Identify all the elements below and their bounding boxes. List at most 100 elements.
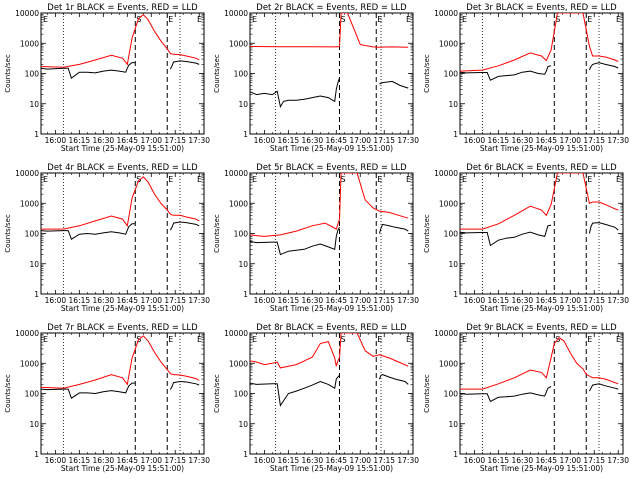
events-series-line xyxy=(250,78,340,109)
plot-frame xyxy=(249,12,414,135)
event-marker-label-s: S xyxy=(340,175,345,184)
panel-title: Det 6r BLACK = Events, RED = LLD xyxy=(466,163,617,173)
x-tick-label: 16:00 xyxy=(464,456,486,465)
detector-panel-6: Det 6r BLACK = Events, RED = LLD 1 10 100 10… xyxy=(423,163,629,313)
edge-marker-left: E xyxy=(252,175,257,184)
x-tick-label: 16:15 xyxy=(488,136,510,145)
edge-marker-right: E xyxy=(406,335,411,344)
series-group xyxy=(460,337,619,403)
y-axis-label: Counts/sec xyxy=(423,374,431,413)
event-marker-label-s: S xyxy=(136,15,141,24)
edge-marker-right: E xyxy=(197,335,202,344)
edge-marker-left: E xyxy=(43,15,48,24)
y-tick-label: 1000 xyxy=(229,39,248,48)
plot-frame xyxy=(249,332,414,455)
y-axis-label: Counts/sec xyxy=(213,214,221,253)
series-group xyxy=(460,173,619,247)
y-tick-label: 1 xyxy=(243,130,248,139)
y-tick-label: 100 xyxy=(444,70,459,79)
lld-series-line xyxy=(250,13,409,48)
x-tick-label: 17:15 xyxy=(164,296,186,305)
event-marker-label-s: S xyxy=(555,15,560,24)
x-tick-label: 16:00 xyxy=(254,456,276,465)
x-tick-label: 16:15 xyxy=(69,456,91,465)
x-axis-label: Start Time (25-May-09 15:51:00) xyxy=(480,144,603,153)
x-axis-label: Start Time (25-May-09 15:51:00) xyxy=(270,144,393,153)
edge-marker-left: E xyxy=(462,335,467,344)
lld-series-line xyxy=(460,337,619,390)
events-series-line xyxy=(378,223,409,234)
events-series-line xyxy=(250,227,340,256)
x-tick-label: 17:15 xyxy=(373,456,395,465)
series-group xyxy=(41,14,200,80)
series-group xyxy=(250,333,409,407)
x-tick-label: 16:00 xyxy=(464,136,486,145)
x-tick-label: 17:30 xyxy=(607,296,629,305)
events-series-line xyxy=(460,224,552,247)
x-tick-label: 17:15 xyxy=(583,456,605,465)
y-tick-label: 10 xyxy=(448,100,458,109)
y-tick-label: 1000 xyxy=(439,359,458,368)
x-tick-label: 16:30 xyxy=(302,456,324,465)
x-tick-label: 16:45 xyxy=(535,296,557,305)
y-tick-label: 10000 xyxy=(434,329,458,338)
series-group xyxy=(250,13,409,109)
panel-title: Det 5r BLACK = Events, RED = LLD xyxy=(256,163,407,173)
x-tick-label: 16:45 xyxy=(116,456,138,465)
y-tick-label: 100 xyxy=(234,230,249,239)
lld-series-line xyxy=(250,333,409,369)
x-tick-label: 17:15 xyxy=(164,136,186,145)
panel-title: Det 8r BLACK = Events, RED = LLD xyxy=(256,323,407,333)
panel-title: Det 3r BLACK = Events, RED = LLD xyxy=(466,3,617,13)
x-tick-label: 17:00 xyxy=(349,136,371,145)
y-axis-label: Counts/sec xyxy=(4,54,12,93)
x-tick-label: 17:15 xyxy=(373,136,395,145)
x-tick-label: 16:15 xyxy=(69,136,91,145)
edge-marker-left: E xyxy=(462,175,467,184)
event-marker-label-e: E xyxy=(587,335,592,344)
plot-frame xyxy=(249,172,414,295)
x-axis-label: Start Time (25-May-09 15:51:00) xyxy=(61,144,184,153)
events-series-line xyxy=(588,62,619,71)
detector-panel-8: Det 8r BLACK = Events, RED = LLD 1 10 100 10… xyxy=(213,323,419,473)
edge-marker-right: E xyxy=(616,175,621,184)
x-axis-label: Start Time (25-May-09 15:51:00) xyxy=(480,304,603,313)
y-tick-label: 10000 xyxy=(15,9,39,18)
lld-series-line xyxy=(460,173,619,230)
plot-frame xyxy=(40,12,205,135)
y-tick-label: 100 xyxy=(25,230,40,239)
y-tick-label: 1 xyxy=(34,290,39,299)
y-tick-label: 10 xyxy=(238,420,248,429)
y-tick-label: 1000 xyxy=(439,39,458,48)
plot-frame xyxy=(40,332,205,455)
event-marker-label-e: E xyxy=(587,175,592,184)
x-tick-label: 17:15 xyxy=(583,136,605,145)
x-tick-label: 17:00 xyxy=(559,136,581,145)
x-tick-label: 17:30 xyxy=(607,456,629,465)
events-series-line xyxy=(169,60,200,70)
edge-marker-right: E xyxy=(406,175,411,184)
event-marker-label-e: E xyxy=(168,335,173,344)
events-series-line xyxy=(588,383,619,392)
x-tick-label: 16:00 xyxy=(45,296,67,305)
event-marker-label-s: S xyxy=(340,335,345,344)
event-marker-label-e: E xyxy=(377,15,382,24)
detector-panel-1: Det 1r BLACK = Events, RED = LLD 1 10 100 10… xyxy=(4,3,210,153)
event-marker-label-s: S xyxy=(555,175,560,184)
y-tick-label: 10000 xyxy=(224,9,248,18)
events-series-line xyxy=(460,386,552,403)
events-series-line xyxy=(378,374,409,385)
edge-marker-left: E xyxy=(252,335,257,344)
y-tick-label: 10000 xyxy=(224,329,248,338)
lld-series-line xyxy=(41,335,200,389)
x-tick-label: 17:30 xyxy=(397,296,419,305)
events-series-line xyxy=(460,65,552,81)
x-tick-label: 17:00 xyxy=(140,136,162,145)
y-tick-label: 10 xyxy=(29,100,39,109)
panel-title: Det 2r BLACK = Events, RED = LLD xyxy=(256,3,407,13)
x-tick-label: 17:15 xyxy=(583,296,605,305)
y-tick-label: 1000 xyxy=(439,199,458,208)
events-series-line xyxy=(169,380,200,390)
x-tick-label: 16:00 xyxy=(45,136,67,145)
